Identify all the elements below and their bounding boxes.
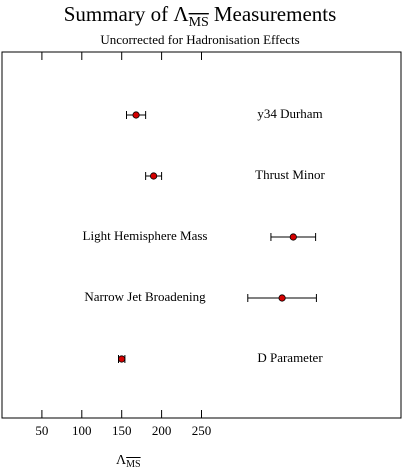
x-tick-label: 50 <box>35 423 48 438</box>
category-label: Light Hemisphere Mass <box>83 228 208 243</box>
chart-title: Summary of ΛMS Measurements <box>64 2 337 30</box>
x-tick-label: 250 <box>192 423 212 438</box>
point <box>150 172 158 180</box>
x-tick-label: 150 <box>112 423 132 438</box>
x-label-subscript: MS <box>126 459 140 470</box>
title-prefix: Summary of Λ <box>64 2 190 26</box>
category-label: Narrow Jet Broadening <box>84 289 206 304</box>
x-label-symbol: Λ <box>116 453 127 468</box>
point <box>132 111 140 119</box>
chart-subtitle: Uncorrected for Hadronisation Effects <box>100 32 299 47</box>
point <box>278 294 286 302</box>
category-label: y34 Durham <box>257 106 322 121</box>
x-tick-label: 100 <box>72 423 92 438</box>
category-label: D Parameter <box>257 350 323 365</box>
title-subscript: MS <box>189 15 209 30</box>
category-label: Thrust Minor <box>255 167 325 182</box>
x-tick-label: 200 <box>152 423 172 438</box>
title-suffix: Measurements <box>214 2 336 26</box>
x-axis-label: ΛMS <box>116 453 141 470</box>
point <box>118 355 126 363</box>
point <box>289 233 297 241</box>
